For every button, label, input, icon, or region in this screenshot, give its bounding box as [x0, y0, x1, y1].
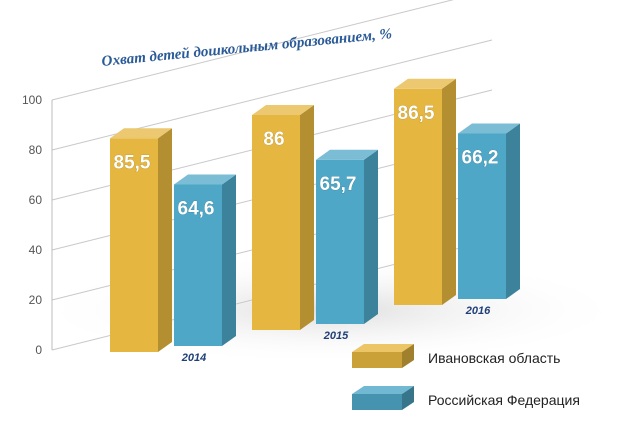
y-tick-label: 40 [29, 243, 43, 257]
x-tick-label: 2015 [323, 330, 349, 342]
bar-top [458, 123, 520, 134]
legend-label: Российская Федерация [428, 392, 580, 408]
bar-top [316, 149, 378, 160]
legend-swatch-top [352, 386, 414, 394]
bar-top [394, 78, 456, 89]
bar-value-label: 66,2 [462, 148, 499, 169]
legend-swatch-front [352, 394, 402, 410]
legend-swatch-side [402, 344, 414, 368]
legend-swatch-top [352, 344, 414, 352]
x-axis: 2014 2015 2016 [181, 305, 491, 364]
bar-front [394, 88, 442, 305]
bar: 64,6 [174, 174, 236, 346]
bar: 85,5 [110, 128, 172, 352]
legend-swatch-side [402, 386, 414, 410]
bar-value-label: 64,6 [178, 199, 215, 220]
bar-front [110, 138, 158, 352]
bar-top [252, 105, 314, 115]
bar-value-label: 86,5 [398, 103, 435, 124]
bar-side [222, 174, 236, 346]
legend-item: Российская Федерация [352, 386, 580, 410]
y-axis: 0 20 40 60 80 100 [22, 93, 53, 357]
y-tick-label: 60 [29, 193, 43, 207]
y-tick-label: 80 [29, 143, 43, 157]
gridline [51, 0, 455, 101]
legend-label: Ивановская область [428, 350, 560, 366]
bar-top [174, 174, 236, 185]
chart-title: Охват детей дошкольным образованием, % [101, 26, 393, 70]
bar-value-label: 85,5 [114, 152, 151, 173]
bar-front [316, 159, 364, 324]
bar-side [364, 149, 378, 324]
bar: 65,7 [316, 149, 378, 324]
y-tick-label: 20 [29, 293, 43, 307]
legend-swatch-front [352, 352, 402, 368]
bar-value-label: 86 [263, 129, 284, 150]
bar-side [158, 128, 172, 352]
bar-side [442, 78, 456, 305]
x-tick-label: 2016 [465, 305, 491, 317]
bar: 86 [252, 105, 314, 330]
bar-front [252, 115, 300, 330]
bar-side [300, 105, 314, 330]
bar: 86,5 [394, 78, 456, 305]
y-tick-label: 0 [35, 343, 42, 357]
y-tick-label: 100 [22, 93, 42, 107]
x-tick-label: 2014 [181, 352, 206, 364]
bar-top [110, 128, 172, 139]
bar-front [174, 184, 222, 346]
bar-side [506, 123, 520, 299]
bar-front [458, 133, 506, 299]
bars: 85,5 64,6 86 65,7 86,5 66,2 [110, 78, 520, 352]
legend-item: Ивановская область [352, 344, 560, 368]
bar: 66,2 [458, 123, 520, 299]
legend: Ивановская область Российская Федерация [352, 344, 580, 410]
bar-value-label: 65,7 [320, 174, 357, 195]
